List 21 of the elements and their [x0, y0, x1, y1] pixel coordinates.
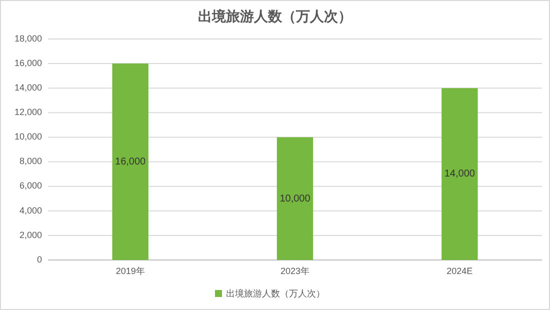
x-tick-label: 2019年	[116, 266, 145, 276]
bar	[112, 64, 148, 260]
y-tick-label: 18,000	[14, 33, 42, 44]
y-tick-label: 16,000	[14, 58, 42, 68]
bar	[276, 137, 314, 260]
y-tick-label: 12,000	[14, 107, 42, 118]
y-tick-label: 0	[36, 254, 42, 264]
legend-label: 出境旅游人数（万人次）	[226, 288, 325, 298]
y-tick-label: 6,000	[19, 180, 42, 191]
x-tick-label: 2023年	[280, 266, 310, 276]
y-tick-label: 4,000	[19, 205, 42, 216]
chart-title: 出境旅游人数（万人次）	[198, 8, 352, 24]
text: 16,000	[115, 156, 146, 168]
text: 10,000	[280, 193, 310, 204]
text: 14,000	[444, 168, 475, 180]
x-tick-label: 2024E	[446, 266, 473, 276]
y-tick-label: 14,000	[14, 82, 42, 92]
y-tick-label: 8,000	[19, 156, 42, 166]
bar	[442, 88, 478, 260]
y-tick-label: 10,000	[14, 132, 42, 142]
y-tick-label: 2,000	[19, 230, 42, 240]
